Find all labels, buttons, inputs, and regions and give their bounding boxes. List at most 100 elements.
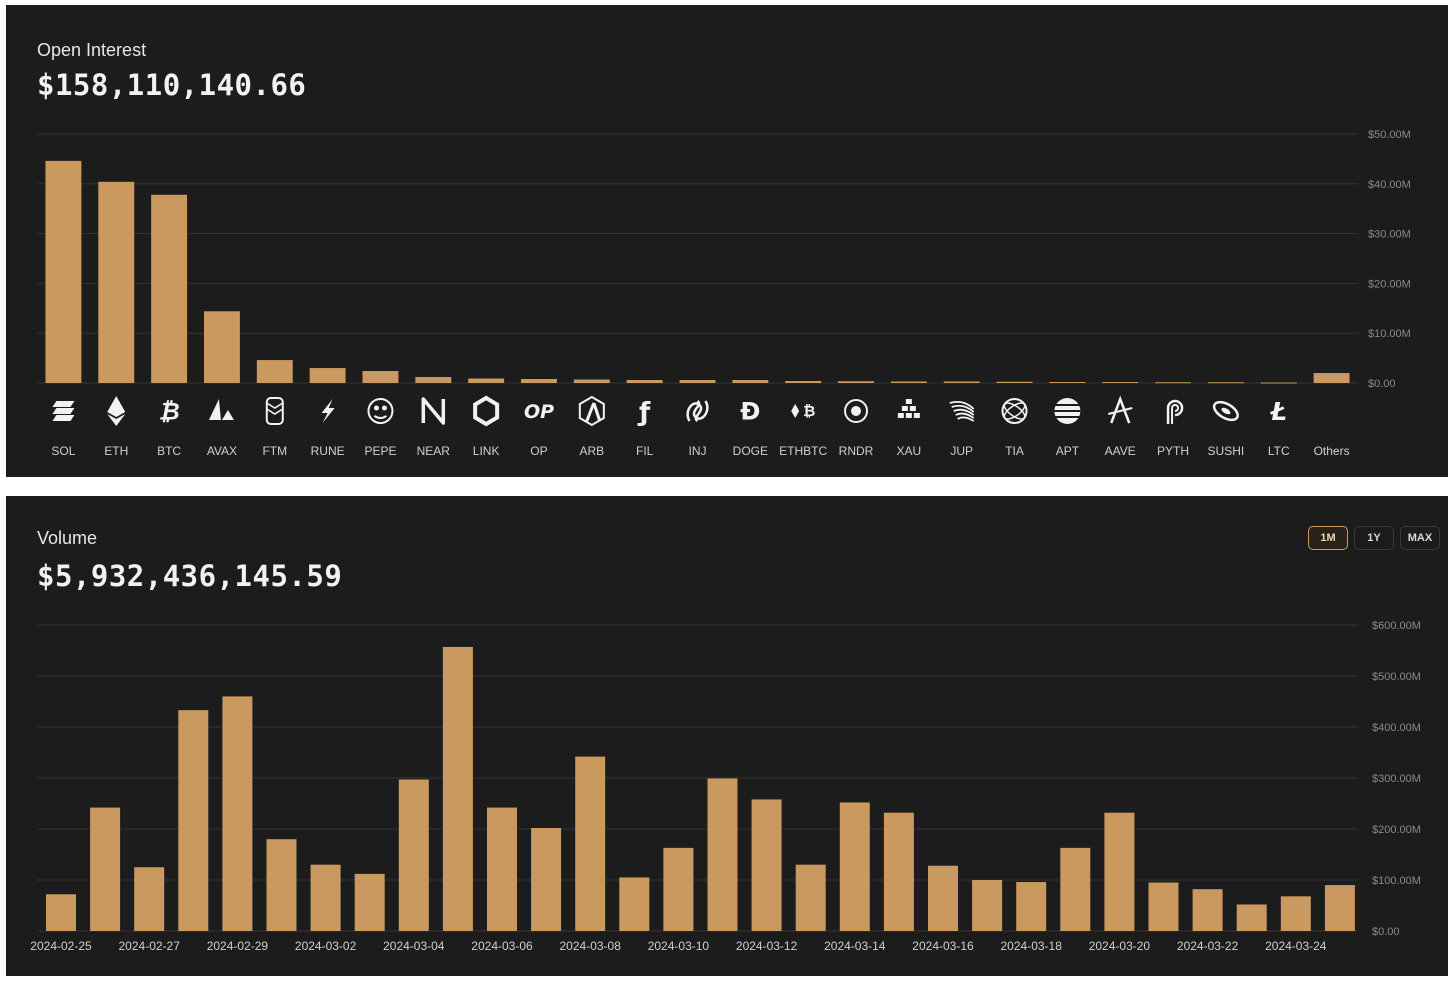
svg-text:₿: ₿ xyxy=(159,398,180,426)
range-button-1y[interactable]: 1Y xyxy=(1354,526,1394,550)
oi-bar-xau xyxy=(890,381,927,383)
pepe-icon xyxy=(367,398,394,424)
oi-bar-fil xyxy=(626,380,663,383)
y-tick-label: $400.00M xyxy=(1372,722,1421,734)
fil-icon: ƒ xyxy=(637,397,651,427)
y-tick-label: $100.00M xyxy=(1372,875,1421,887)
oi-bar-op xyxy=(521,379,557,383)
svg-text:ƒ: ƒ xyxy=(637,397,651,427)
volume-bar-2024-03-21 xyxy=(1148,882,1179,931)
oi-bar-rune xyxy=(309,368,346,383)
volume-bar-2024-02-29 xyxy=(222,696,253,931)
oi-bar-inj xyxy=(679,380,716,383)
open-interest-panel: Open Interest $158,110,140.66 $0.00 $10.0… xyxy=(6,5,1448,477)
rndr-icon xyxy=(844,399,869,423)
x-tick-label: XAU xyxy=(897,444,922,458)
oi-bar-rndr xyxy=(838,381,874,383)
y-tick-label: $200.00M xyxy=(1372,824,1421,836)
svg-text:Đ: Đ xyxy=(740,398,760,426)
volume-bar-2024-02-28 xyxy=(178,710,209,931)
x-tick-label: 2024-03-04 xyxy=(383,939,445,953)
x-tick-label: AVAX xyxy=(207,444,237,458)
volume-bar-2024-03-01 xyxy=(266,839,297,931)
volume-bar-2024-03-18 xyxy=(1016,882,1047,931)
y-tick-label: $0.00 xyxy=(1372,926,1400,938)
x-tick-label: ETH xyxy=(104,444,128,458)
x-tick-label: INJ xyxy=(689,444,707,458)
x-tick-label: FTM xyxy=(262,444,287,458)
oi-bar-pyth xyxy=(1155,382,1192,384)
volume-value: $5,932,436,145.59 xyxy=(37,559,343,593)
range-button-max[interactable]: MAX xyxy=(1400,526,1440,550)
open-interest-chart: $0.00 $10.00M $20.00M $30.00M $40.00M $50.00M… xyxy=(37,129,1411,458)
y-tick-label: $10.00M xyxy=(1368,328,1411,340)
ftm-icon xyxy=(265,397,284,425)
x-tick-label: OP xyxy=(530,444,547,458)
range-button-1m[interactable]: 1M xyxy=(1308,526,1348,550)
x-tick-label: 2024-03-10 xyxy=(648,939,710,953)
volume-bar-2024-03-11 xyxy=(707,778,738,931)
x-tick-label: 2024-03-20 xyxy=(1089,939,1151,953)
volume-bar-2024-03-12 xyxy=(751,799,782,931)
y-tick-label: $50.00M xyxy=(1368,129,1411,141)
oi-bar-arb xyxy=(573,379,610,383)
x-tick-label: RNDR xyxy=(839,444,874,458)
volume-bar-2024-03-19 xyxy=(1060,847,1091,931)
x-tick-label: APT xyxy=(1056,444,1080,458)
tia-icon xyxy=(1001,398,1028,424)
x-tick-label: 2024-02-29 xyxy=(207,939,269,953)
x-tick-label: FIL xyxy=(636,444,654,458)
avax-icon xyxy=(208,399,234,420)
x-tick-label: 2024-03-24 xyxy=(1265,939,1327,953)
rune-icon xyxy=(321,399,335,423)
x-tick-label: LINK xyxy=(473,444,500,458)
oi-bar-ltc xyxy=(1260,382,1297,384)
volume-bar-2024-02-25 xyxy=(46,894,76,931)
volume-bar-2024-03-06 xyxy=(487,807,517,931)
x-tick-label: LTC xyxy=(1268,444,1290,458)
volume-bar-2024-03-07 xyxy=(531,827,562,931)
oi-bar-ethbtc xyxy=(785,381,822,383)
volume-bar-2024-03-17 xyxy=(972,880,1003,931)
svg-text:Ł: Ł xyxy=(1269,397,1287,426)
x-tick-label: SUSHI xyxy=(1208,444,1245,458)
y-tick-label: $500.00M xyxy=(1372,671,1421,683)
x-tick-label: ETHBTC xyxy=(779,444,827,458)
x-tick-label: JUP xyxy=(950,444,973,458)
x-tick-label: ARB xyxy=(579,444,604,458)
x-tick-label: 2024-03-22 xyxy=(1177,939,1239,953)
svg-text:₿: ₿ xyxy=(803,402,815,420)
volume-bar-2024-03-15 xyxy=(883,812,914,931)
x-tick-label: AAVE xyxy=(1105,444,1136,458)
volume-bar-2024-03-23 xyxy=(1236,904,1267,931)
y-tick-label: $600.00M xyxy=(1372,620,1421,632)
oi-bar-avax xyxy=(203,311,240,383)
range-selector: 1M 1Y MAX xyxy=(1308,526,1440,550)
oi-bar-doge xyxy=(732,380,769,383)
volume-bar-2024-03-09 xyxy=(619,877,650,931)
oi-bar-pepe xyxy=(362,371,399,383)
oi-bar-jup xyxy=(943,381,980,383)
x-tick-label: PYTH xyxy=(1157,444,1189,458)
volume-panel: Volume $5,932,436,145.59 1M 1Y MAX $0.00… xyxy=(6,496,1448,976)
oi-bar-apt xyxy=(1049,382,1086,384)
doge-icon: Đ xyxy=(740,398,760,426)
y-tick-label: $300.00M xyxy=(1372,773,1421,785)
volume-bar-2024-03-16 xyxy=(928,865,958,931)
volume-bar-2024-03-03 xyxy=(354,873,385,931)
volume-bar-2024-03-08 xyxy=(575,756,606,931)
op-icon: OP xyxy=(524,401,554,423)
volume-bar-2024-03-24 xyxy=(1280,896,1311,931)
volume-bar-2024-03-20 xyxy=(1104,812,1135,931)
btc-icon: ₿ xyxy=(159,398,180,426)
ethbtc-icon: ₿ xyxy=(791,402,815,420)
y-tick-label: $20.00M xyxy=(1368,278,1411,290)
volume-bar-2024-03-22 xyxy=(1192,889,1223,931)
y-tick-label: $30.00M xyxy=(1368,229,1411,241)
open-interest-title: Open Interest xyxy=(37,40,147,60)
oi-bar-tia xyxy=(996,381,1033,383)
oi-bar-btc xyxy=(151,194,188,383)
oi-bar-link xyxy=(468,378,505,383)
oi-bar-aave xyxy=(1102,382,1139,384)
volume-bar-2024-03-14 xyxy=(839,802,870,931)
